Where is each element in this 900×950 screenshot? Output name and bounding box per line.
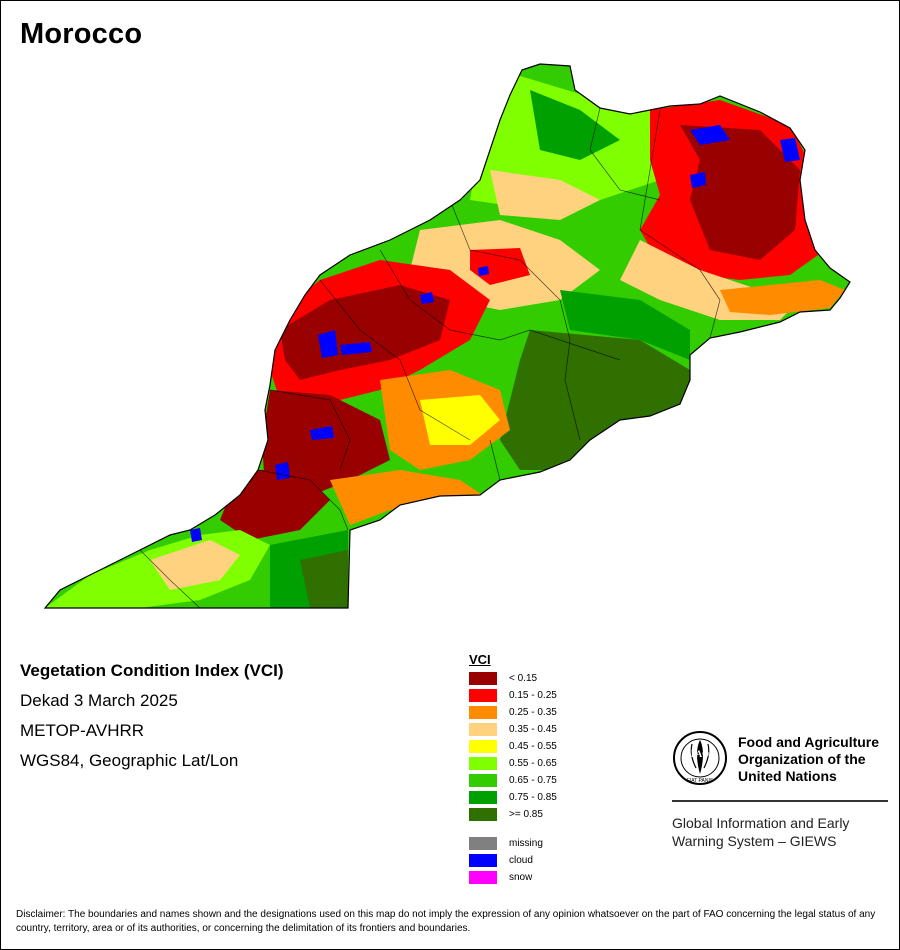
fao-logo-icon: FAO FIAT PANIS (673, 731, 727, 785)
fao-divider (672, 800, 888, 802)
vci-region-southeast (500, 330, 690, 470)
legend-special-label: snow (509, 872, 533, 883)
legend-class-swatch (469, 774, 497, 787)
vci-region-eastern-plateau (560, 290, 690, 360)
legend-class-label: 0.35 - 0.45 (509, 724, 557, 735)
cloud-patch (690, 172, 706, 188)
legend-special: missing cloud snow (469, 835, 557, 886)
cloud-patch (190, 528, 202, 542)
legend-class-label: 0.75 - 0.85 (509, 792, 557, 803)
legend-class-label: 0.55 - 0.65 (509, 758, 557, 769)
legend-special-swatch (469, 854, 497, 867)
legend-class-row: 0.25 - 0.35 (469, 704, 557, 721)
map-title: Morocco (20, 18, 143, 50)
period-label: Dekad 3 March 2025 (20, 691, 178, 710)
legend-class-row: 0.35 - 0.45 (469, 721, 557, 738)
legend-special-swatch (469, 871, 497, 884)
giews-label: Global Information and Early Warning Sys… (672, 814, 849, 850)
legend-class-label: < 0.15 (509, 673, 538, 684)
fao-name: Food and Agriculture Organization of the… (738, 734, 879, 785)
legend-class-swatch (469, 740, 497, 753)
legend-class-swatch (469, 757, 497, 770)
fao-name-line: Food and Agriculture (738, 734, 880, 750)
cloud-patch (690, 125, 730, 145)
vci-region-rif-core (530, 90, 620, 160)
admin-boundaries (139, 107, 721, 608)
legend-class-swatch (469, 808, 497, 821)
legend-class-swatch (469, 791, 497, 804)
legend-special-label: missing (509, 838, 543, 849)
fao-name-line: Organization of the (738, 751, 866, 767)
disclaimer: Disclaimer: The boundaries and names sho… (16, 909, 876, 934)
fao-logo-letters: FAO (691, 749, 709, 759)
legend-classes: < 0.15 0.15 - 0.25 0.25 - 0.35 0.35 - 0.45 0… (469, 670, 557, 823)
legend-title: VCI (469, 652, 491, 667)
legend-special-row: snow (469, 869, 557, 886)
vci-region-figuig (720, 280, 845, 315)
legend-class-row: 0.45 - 0.55 (469, 738, 557, 755)
legend-class-row: 0.55 - 0.65 (469, 755, 557, 772)
legend-class-label: 0.15 - 0.25 (509, 690, 557, 701)
legend-special-swatch (469, 837, 497, 850)
legend-class-label: 0.45 - 0.55 (509, 741, 557, 752)
sensor-label: METOP-AVHRR (20, 721, 145, 740)
legend-class-swatch (469, 706, 497, 719)
cloud-patch (318, 330, 338, 358)
cloud-patch (420, 292, 434, 304)
legend-special-row: cloud (469, 852, 557, 869)
vci-region-southwest-east-core (300, 550, 348, 608)
legend-special-label: cloud (509, 855, 533, 866)
legend-class-label: 0.25 - 0.35 (509, 707, 557, 718)
fao-logo-motto: FIAT PANIS (687, 778, 714, 784)
legend-class-row: 0.75 - 0.85 (469, 789, 557, 806)
vci-region-souss (220, 470, 330, 540)
vci-region-oriental-severe (680, 125, 800, 260)
vci-region-high-atlas-peaks (420, 395, 500, 445)
giews-line: Global Information and Early (672, 815, 850, 831)
legend-class-label: 0.65 - 0.75 (509, 775, 557, 786)
legend-class-row: 0.65 - 0.75 (469, 772, 557, 789)
legend-class-swatch (469, 672, 497, 685)
map-info: Vegetation Condition Index (VCI) Dekad 3… (20, 656, 284, 776)
legend-class-swatch (469, 723, 497, 736)
legend-class-row: < 0.15 (469, 670, 557, 687)
projection-label: WGS84, Geographic Lat/Lon (20, 751, 239, 770)
cloud-patch (478, 266, 489, 276)
map-legend: VCI < 0.15 0.15 - 0.25 0.25 - 0.35 0.35 - 0… (469, 652, 557, 886)
cloud-patch (310, 426, 334, 440)
legend-special-row: missing (469, 835, 557, 852)
vci-region-anti-atlas (330, 470, 490, 525)
legend-class-row: 0.15 - 0.25 (469, 687, 557, 704)
cloud-patch (275, 462, 290, 480)
vci-region-southwest-dry (150, 540, 240, 590)
legend-class-label: >= 0.85 (509, 809, 543, 820)
cloud-patch (340, 342, 372, 355)
index-title: Vegetation Condition Index (VCI) (20, 661, 284, 680)
vci-region-middle-atlas-core (470, 248, 530, 285)
vci-region-fes (490, 170, 600, 220)
legend-class-swatch (469, 689, 497, 702)
legend-class-row: >= 0.85 (469, 806, 557, 823)
cloud-patch (780, 138, 800, 162)
vci-map (44, 63, 851, 609)
giews-line: Warning System – GIEWS (672, 833, 837, 849)
fao-name-line: United Nations (738, 768, 837, 784)
